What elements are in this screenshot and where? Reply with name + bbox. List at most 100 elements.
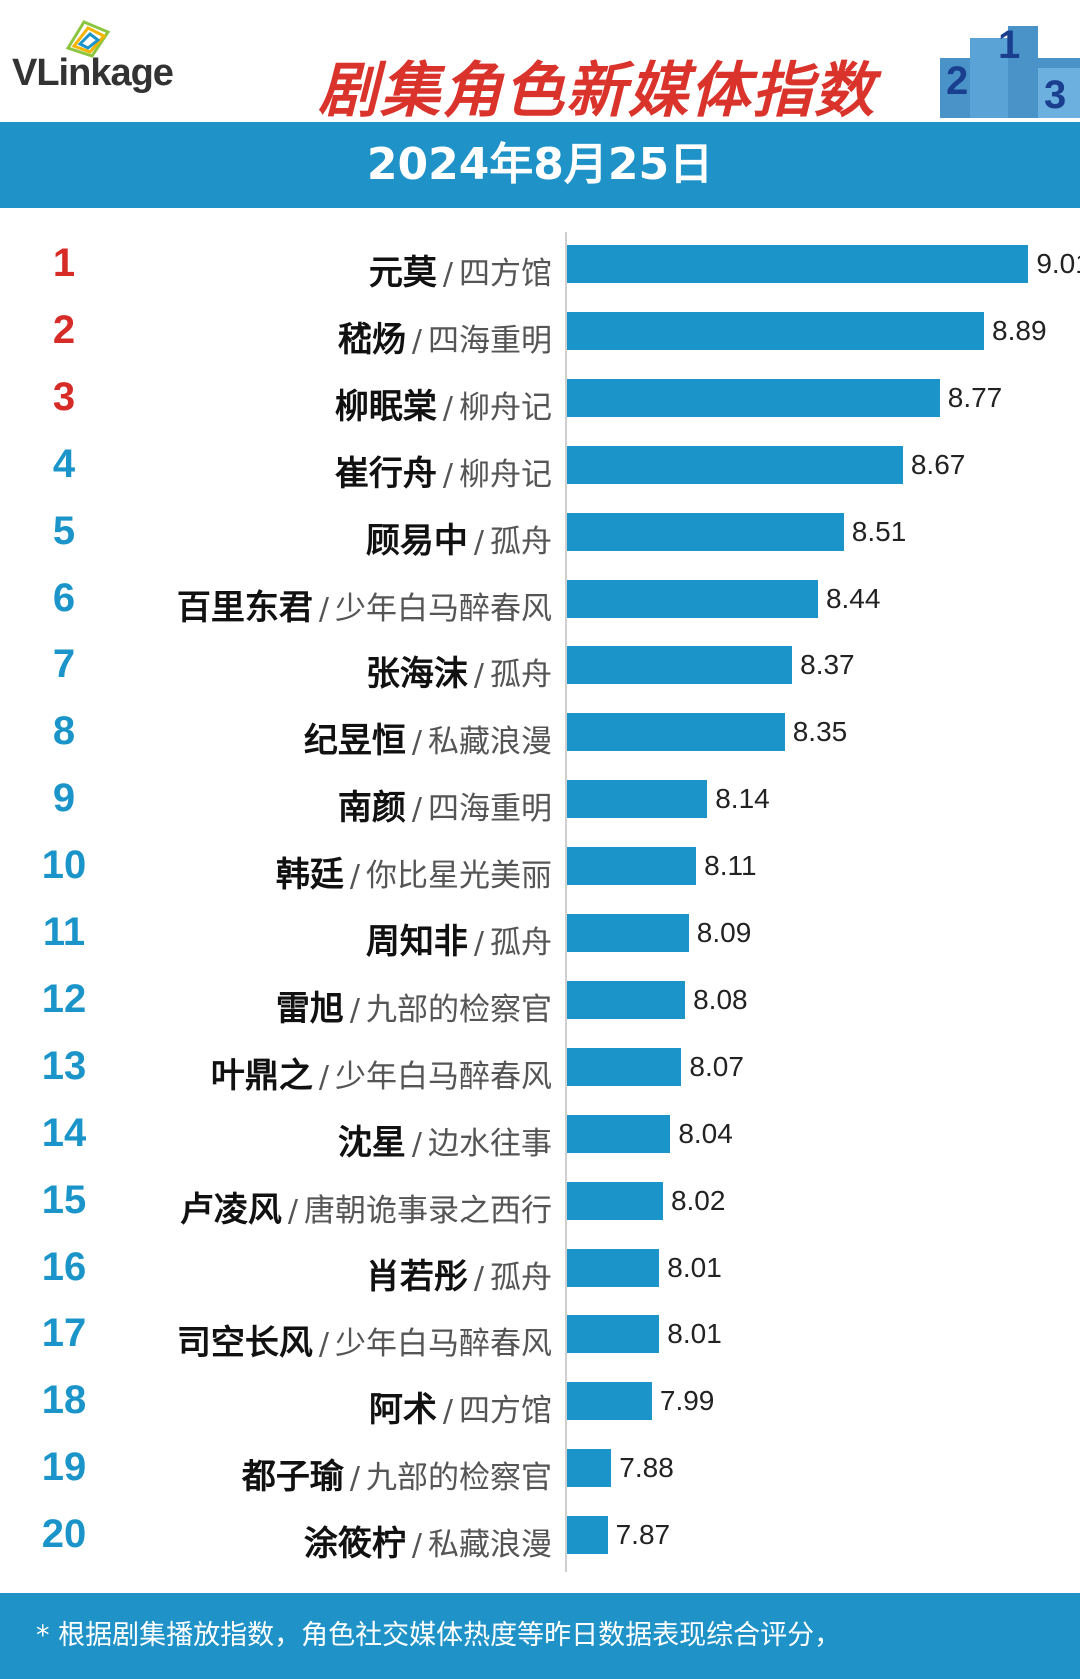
- show-name: 四方馆: [459, 1393, 552, 1430]
- show-name: 你比星光美丽: [366, 858, 552, 895]
- chart-row: 16 肖若彤 / 孤舟 8.01: [0, 1239, 1080, 1305]
- data-label: 8.01: [667, 1251, 722, 1283]
- rank-label: 16: [41, 1244, 87, 1289]
- data-label: 8.37: [800, 649, 855, 681]
- character-name: 叶鼎之: [210, 1055, 313, 1096]
- data-label: 8.02: [670, 1184, 726, 1216]
- show-name: 少年白马醉春风: [335, 1058, 552, 1095]
- separator: /: [411, 725, 422, 761]
- data-label: 8.44: [825, 582, 881, 614]
- bar: [567, 245, 1029, 283]
- show-name: 少年白马醉春风: [335, 590, 552, 627]
- bar: [567, 445, 903, 484]
- data-label: 8.01: [667, 1318, 722, 1350]
- character-name: 雷旭: [275, 988, 344, 1029]
- character-name: 司空长风: [176, 1323, 313, 1364]
- separator: /: [473, 658, 484, 694]
- rank-label: 6: [52, 575, 76, 620]
- separator: /: [411, 792, 422, 828]
- separator: /: [318, 591, 329, 627]
- show-name: 九部的检察官: [366, 991, 552, 1028]
- rank-label: 12: [41, 976, 87, 1021]
- rank-label: 13: [41, 1043, 87, 1088]
- show-name: 孤舟: [490, 657, 552, 694]
- character-name: 沈星: [337, 1122, 406, 1163]
- category-label: 顾易中 / 孤舟: [366, 513, 552, 562]
- rank-label: 19: [41, 1445, 87, 1490]
- data-label: 8.51: [851, 515, 907, 547]
- chart-row: 19 都子瑜 / 九部的检察官 7.88: [0, 1439, 1080, 1505]
- bar: [567, 1315, 660, 1354]
- bar: [567, 914, 689, 952]
- bar: [567, 847, 697, 886]
- data-label: 8.04: [678, 1117, 733, 1149]
- data-label: 7.88: [619, 1452, 674, 1484]
- character-name: 柳眠棠: [334, 386, 437, 427]
- chart-row: 10 韩廷 / 你比星光美丽 8.11: [0, 837, 1080, 903]
- bar: [567, 1181, 663, 1220]
- show-name: 孤舟: [490, 925, 552, 961]
- chart-row: 4 崔行舟 / 柳舟记 8.67: [0, 436, 1080, 502]
- chart-row: 15 卢凌风 / 唐朝诡事录之西行 8.02: [0, 1172, 1080, 1238]
- axis-line: [565, 232, 567, 1572]
- character-name: 韩廷: [275, 855, 344, 896]
- rank-label: 7: [52, 642, 76, 687]
- character-name: 顾易中: [365, 520, 468, 561]
- bar: [567, 378, 940, 417]
- category-label: 都子瑜 / 九部的检察官: [242, 1449, 552, 1498]
- bar: [567, 980, 686, 1019]
- podium-icon: 2 1 3: [940, 23, 1080, 118]
- separator: /: [349, 859, 360, 895]
- chart-row: 20 涂筱柠 / 私藏浪漫 7.87: [0, 1506, 1080, 1572]
- rank-label: 9: [52, 776, 76, 821]
- character-name: 纪昱恒: [303, 721, 406, 762]
- data-label: 9.01: [1036, 248, 1080, 279]
- category-label: 元莫 / 四方馆: [369, 245, 552, 294]
- show-name: 孤舟: [490, 1259, 552, 1296]
- category-label: 肖若彤 / 孤舟: [366, 1249, 552, 1298]
- rank-label: 11: [42, 910, 86, 954]
- rank-label: 14: [41, 1110, 87, 1155]
- rank-label: 8: [52, 709, 76, 754]
- svg-text:2: 2: [946, 59, 968, 103]
- character-name: 周知非: [365, 922, 468, 962]
- character-name: 元莫: [368, 253, 437, 293]
- chart-row: 9 南颜 / 四海重明 8.14: [0, 770, 1080, 836]
- show-name: 孤舟: [490, 523, 552, 560]
- rank-label: 3: [52, 374, 76, 419]
- show-name: 四海重明: [428, 791, 552, 828]
- character-name: 肖若彤: [365, 1256, 468, 1297]
- show-name: 九部的检察官: [366, 1460, 552, 1497]
- data-label: 8.35: [792, 716, 848, 748]
- svg-text:1: 1: [998, 23, 1020, 67]
- separator: /: [442, 257, 453, 292]
- separator: /: [473, 1260, 484, 1296]
- bar: [567, 646, 793, 685]
- rank-label: 18: [41, 1378, 87, 1423]
- data-label: 8.14: [715, 783, 770, 815]
- category-label: 司空长风 / 少年白马醉春风: [177, 1315, 552, 1364]
- bar: [567, 1047, 682, 1086]
- character-name: 都子瑜: [241, 1457, 344, 1498]
- chart-row: 1 元莫/四方馆 9.01: [0, 235, 1080, 301]
- separator: /: [442, 1394, 453, 1430]
- category-label: 张海沫 / 孤舟: [366, 646, 552, 695]
- show-name: 边水往事: [428, 1125, 552, 1162]
- character-name: 卢凌风: [179, 1189, 282, 1230]
- svg-text:3: 3: [1044, 73, 1066, 117]
- bar: [567, 780, 708, 819]
- separator: /: [287, 1193, 298, 1229]
- separator: /: [349, 1461, 360, 1497]
- chart-row: 12 雷旭 / 九部的检察官 8.08: [0, 971, 1080, 1037]
- date-banner: 2024年8月25日: [0, 122, 1080, 208]
- category-label: 周知非 / 孤舟: [366, 914, 552, 963]
- character-name: 崔行舟: [334, 453, 437, 494]
- separator: /: [318, 1327, 329, 1363]
- separator: /: [411, 1126, 422, 1162]
- category-label: 阿术 / 四方馆: [369, 1382, 552, 1431]
- logo: VLinkage: [12, 52, 174, 95]
- logo-mark-icon: [65, 20, 111, 58]
- chart-row: 5 顾易中 / 孤舟 8.51: [0, 503, 1080, 569]
- chart-row: 14 沈星 / 边水往事 8.04: [0, 1105, 1080, 1171]
- category-label: 沈星 / 边水往事: [338, 1115, 552, 1164]
